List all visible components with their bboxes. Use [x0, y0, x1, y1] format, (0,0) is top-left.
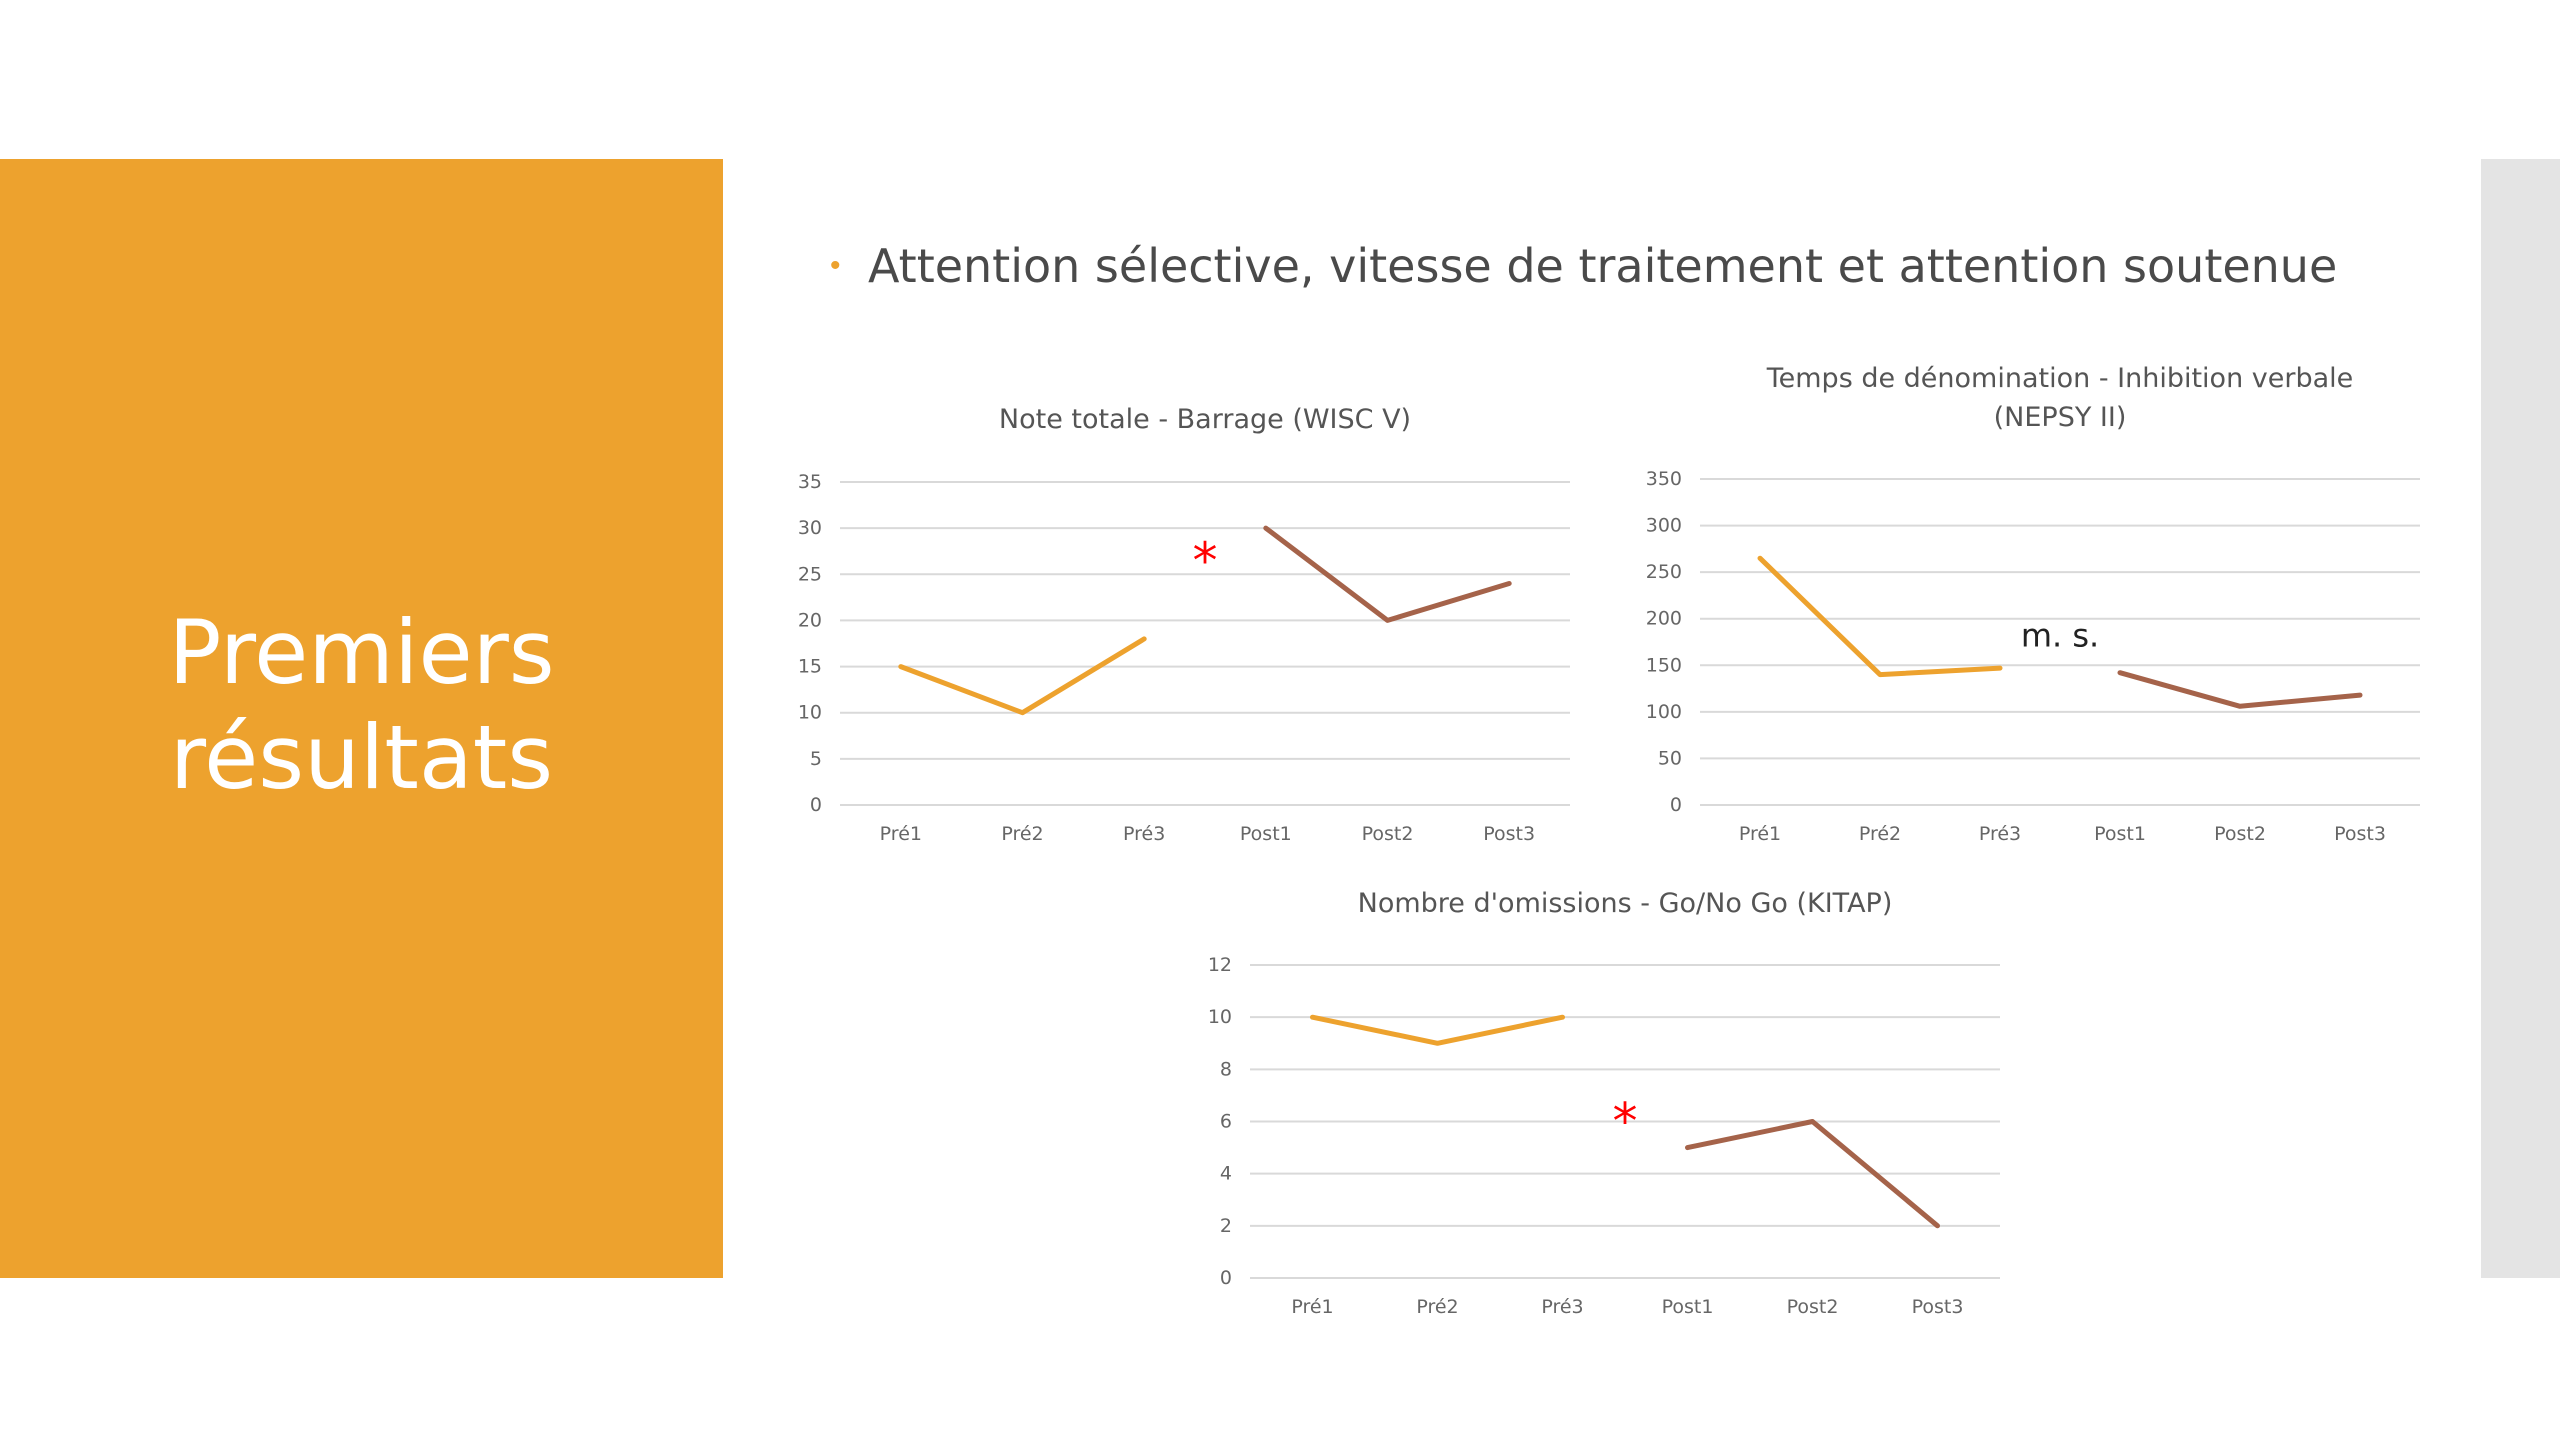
chart-barrage: Note totale - Barrage (WISC V) 0 5 10 15 20 25… [798, 404, 1570, 845]
chart-kitap: Nombre d'omissions - Go/No Go (KITAP) 0 2 4… [1208, 888, 2000, 1318]
y-tick-label: 10 [798, 702, 822, 724]
y-tick-label: 300 [1646, 515, 1682, 537]
y-tick-label: 8 [1220, 1058, 1232, 1080]
chart-title-line: Nombre d'omissions - Go/No Go (KITAP) [1358, 888, 1893, 919]
y-tick-label: 6 [1220, 1111, 1232, 1133]
x-tick-label: Post1 [1662, 1296, 1714, 1318]
bullet-dot-icon: • [830, 249, 841, 282]
x-tick-label: Post1 [1240, 823, 1292, 845]
y-tick-label: 20 [798, 609, 822, 631]
series-line-post [2117, 670, 2363, 709]
chart-title-line: (NEPSY II) [1994, 402, 2127, 433]
x-tick-label: Post3 [1912, 1296, 1964, 1318]
x-tick-label: Post2 [2214, 823, 2266, 845]
y-tick-label: 50 [1658, 747, 1682, 769]
x-tick-label: Pré1 [1739, 823, 1781, 845]
y-tick-label: 35 [798, 471, 822, 493]
title-panel [0, 159, 723, 1278]
y-tick-label: 2 [1220, 1215, 1232, 1237]
x-tick-label: Pré3 [1123, 823, 1165, 845]
x-tick-label: Pré2 [1001, 823, 1043, 845]
series-line-pre [1757, 555, 2003, 678]
y-tick-label: 0 [1670, 794, 1682, 816]
y-tick-label: 250 [1646, 561, 1682, 583]
significance-star: * [1613, 1092, 1638, 1150]
x-tick-label: Pré2 [1859, 823, 1901, 845]
y-tick-label: 4 [1220, 1163, 1232, 1185]
side-strip [2481, 159, 2560, 1278]
x-tick-label: Pré1 [880, 823, 922, 845]
series-line-pre [1310, 1014, 1565, 1046]
chart-title-line: Note totale - Barrage (WISC V) [999, 404, 1411, 435]
y-tick-label: 0 [810, 794, 822, 816]
x-tick-label: Pré2 [1416, 1296, 1458, 1318]
bullet-item: • Attention sélective, vitesse de traite… [830, 236, 2337, 296]
y-tick-label: 30 [798, 517, 822, 539]
significance-label: m. s. [2021, 617, 2099, 655]
x-tick-label: Pré3 [1541, 1296, 1583, 1318]
y-tick-label: 12 [1208, 954, 1232, 976]
slide-title-line-1: Premiers [168, 601, 555, 704]
series-line-pre [898, 636, 1147, 716]
slide-title: Premiers résultats [0, 600, 723, 810]
series-line-post [1685, 1119, 1940, 1229]
y-tick-label: 10 [1208, 1006, 1232, 1028]
slide-title-line-2: résultats [169, 706, 554, 809]
x-tick-label: Post2 [1362, 823, 1414, 845]
x-tick-label: Post3 [2334, 823, 2386, 845]
y-tick-label: 200 [1646, 608, 1682, 630]
y-tick-label: 25 [798, 563, 822, 585]
y-tick-label: 100 [1646, 701, 1682, 723]
x-tick-label: Pré3 [1979, 823, 2021, 845]
x-tick-label: Pré1 [1291, 1296, 1333, 1318]
y-tick-label: 150 [1646, 654, 1682, 676]
y-tick-label: 5 [810, 748, 822, 770]
bullet-text: Attention sélective, vitesse de traiteme… [868, 239, 2338, 293]
y-tick-label: 0 [1220, 1267, 1232, 1289]
x-tick-label: Post1 [2094, 823, 2146, 845]
x-tick-label: Post2 [1787, 1296, 1839, 1318]
chart-nepsy: Temps de dénomination - Inhibition verba… [1646, 363, 2420, 845]
significance-star: * [1193, 532, 1218, 590]
y-tick-label: 350 [1646, 468, 1682, 490]
x-tick-label: Post3 [1483, 823, 1535, 845]
y-tick-label: 15 [798, 656, 822, 678]
chart-title-line: Temps de dénomination - Inhibition verba… [1766, 363, 2354, 394]
series-line-post [1263, 525, 1512, 623]
